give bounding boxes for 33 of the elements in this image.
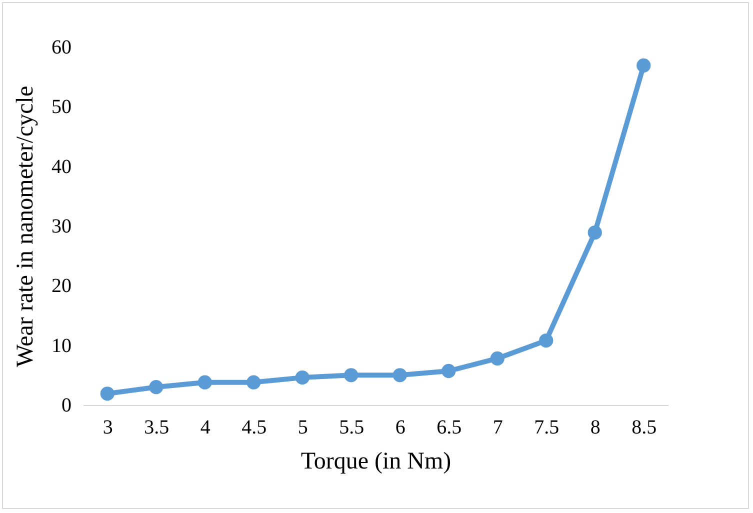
point	[636, 58, 651, 73]
point	[149, 380, 164, 394]
y-tick-label: 30	[52, 216, 72, 238]
x-tick-label: 4	[200, 416, 210, 438]
x-tick-label: 5	[298, 416, 308, 438]
y-tick-label: 50	[52, 96, 72, 118]
point	[100, 386, 114, 401]
y-tick-label: 40	[52, 156, 72, 178]
y-tick-label: 10	[52, 334, 72, 357]
x-tick-label: 8.5	[632, 416, 657, 438]
point	[246, 375, 261, 390]
point	[490, 351, 504, 366]
point	[392, 368, 407, 382]
x-axis-title: Torque (in Nm)	[300, 448, 452, 474]
x-tick-label: 6.5	[436, 416, 462, 438]
point	[442, 364, 456, 378]
y-tick-label: 20	[52, 275, 72, 298]
y-axis-title: Wear rate in nanometer/cycle	[12, 86, 38, 368]
point	[588, 226, 602, 240]
y-tick-label: 0	[62, 394, 72, 416]
x-tick-label: 3.5	[144, 416, 170, 438]
point	[295, 370, 310, 385]
point	[344, 368, 358, 382]
y-tick-label: 60	[52, 36, 72, 58]
point	[198, 375, 212, 390]
x-tick-label: 8	[590, 416, 600, 438]
x-tick-label: 7.5	[534, 416, 560, 438]
x-tick-label: 5.5	[339, 416, 364, 438]
x-tick-label: 3	[102, 416, 113, 438]
x-tick-label: 4.5	[242, 416, 267, 438]
x-tick-label: 7	[492, 416, 503, 438]
point	[539, 334, 554, 348]
x-tick-label: 6	[395, 416, 406, 438]
